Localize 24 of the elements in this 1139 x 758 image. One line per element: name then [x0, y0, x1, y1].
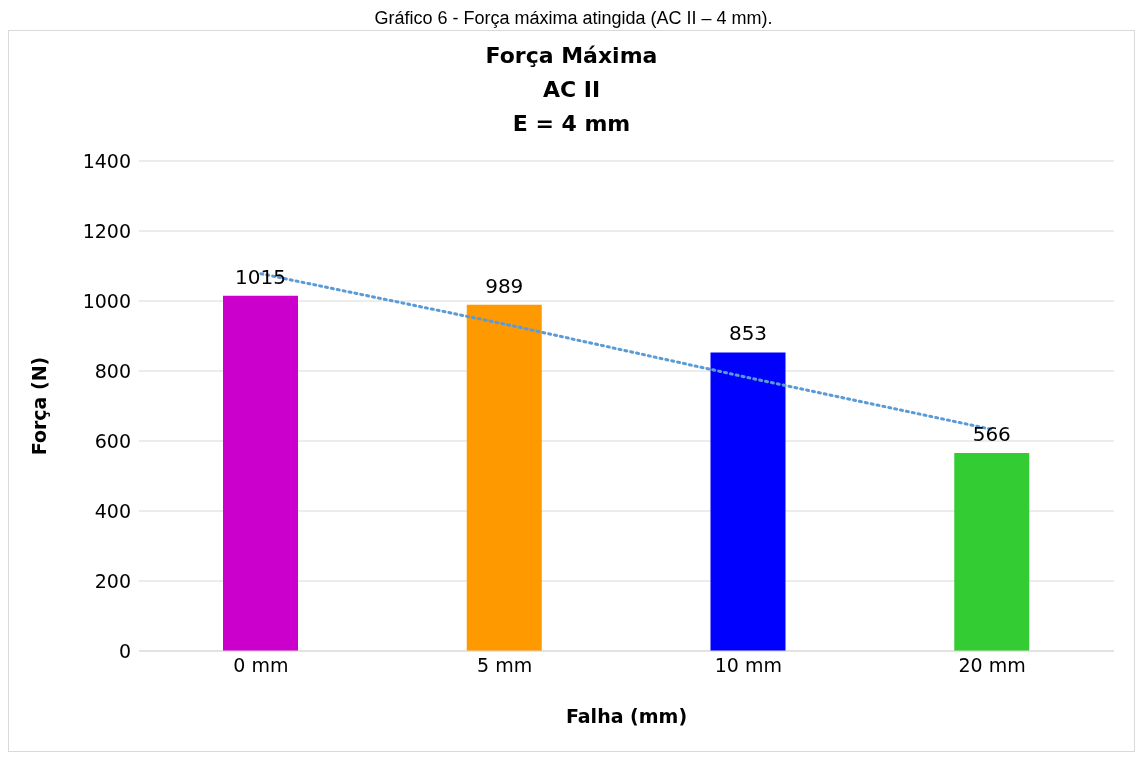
y-tick-label: 1400	[82, 149, 131, 172]
data-label: 1015	[235, 264, 286, 289]
x-tick-label: 20 mm	[958, 654, 1026, 677]
x-tick-label: 5 mm	[477, 654, 533, 677]
data-label: 989	[485, 273, 524, 298]
bar	[710, 352, 786, 651]
y-tick-label: 800	[94, 359, 131, 382]
y-tick-label: 1000	[82, 289, 131, 312]
x-axis-title: Falha (mm)	[565, 705, 688, 727]
y-tick-label: 600	[94, 429, 131, 452]
y-tick-label: 400	[94, 499, 131, 522]
y-tick-label: 1200	[82, 219, 131, 242]
y-axis-title: Força (N)	[27, 356, 50, 456]
data-label: 566	[972, 421, 1011, 446]
text: Gráfico 6 - Força máxima atingida (AC II – 4 mm).	[373, 8, 774, 30]
chart-title: Força Máxima AC II E = 4 mm	[484, 42, 659, 138]
y-tick-label: 200	[94, 569, 131, 592]
data-label: 853	[728, 321, 768, 346]
y-tick-label: 0	[118, 639, 131, 662]
x-tick-label: 0 mm	[233, 654, 289, 677]
bar	[466, 304, 542, 651]
bar	[954, 452, 1030, 651]
bar	[223, 295, 298, 651]
x-tick-label: 10 mm	[714, 654, 782, 677]
